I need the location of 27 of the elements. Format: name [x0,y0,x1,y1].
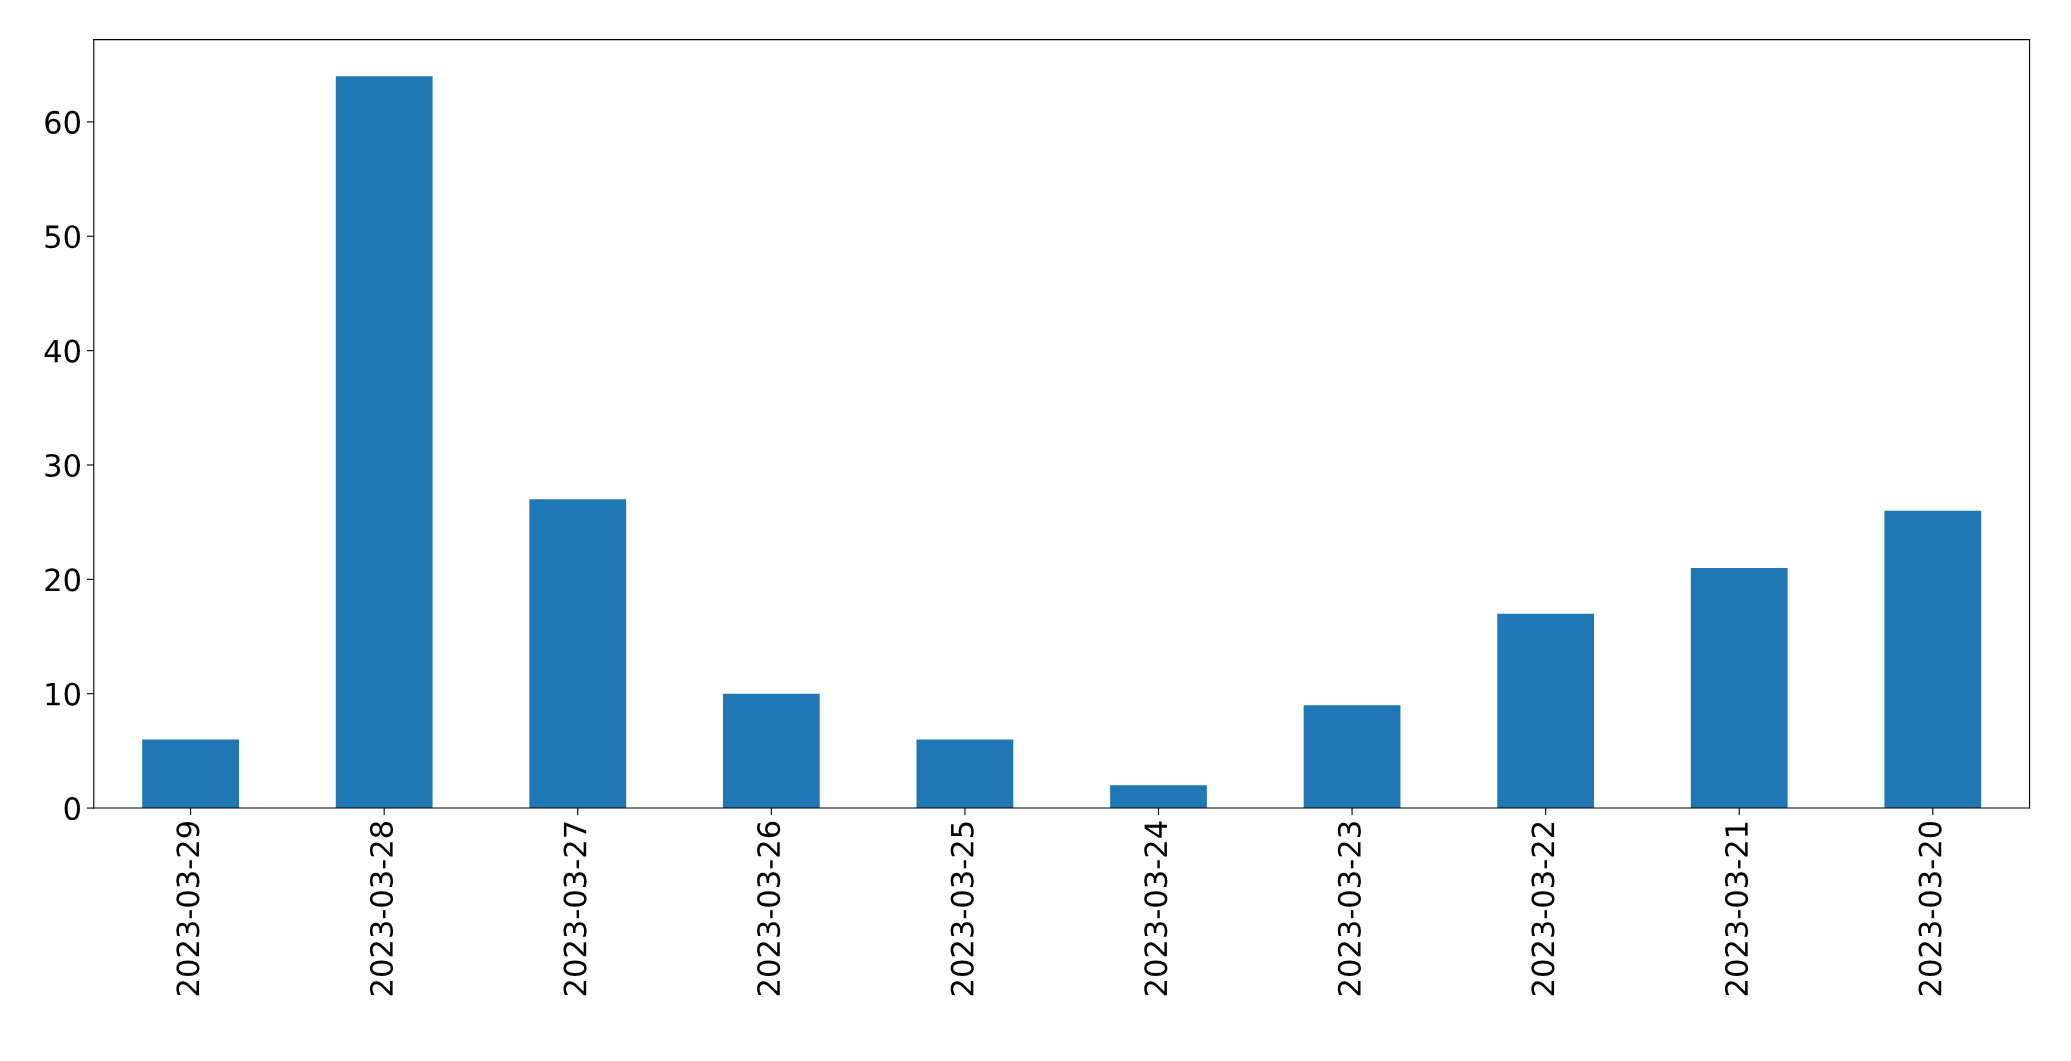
bar [1690,567,1788,809]
bar [916,739,1014,809]
y-tick-label: 50 [45,225,80,249]
bar [1497,613,1595,809]
y-tick-label: 60 [45,110,80,134]
bar [529,499,627,809]
x-tick-label: 2023-03-29 [176,822,200,996]
x-tick-label: 2023-03-21 [1724,822,1749,996]
bar [1110,785,1207,809]
y-tick-label: 0 [64,796,80,821]
y-tick-label: 40 [44,339,80,363]
x-tick-label: 2023-03-22 [1531,822,1555,996]
x-tick-label: 2023-03-28 [369,821,394,996]
bar [142,739,239,809]
x-tick-label: 2023-03-23 [1337,822,1361,996]
x-tick-label: 2023-03-26 [757,821,781,996]
x-tick-label: 2023-03-25 [950,822,974,996]
x-tick-label: 2023-03-27 [563,822,587,996]
y-tick-label: 10 [46,682,80,706]
y-tick-label: 20 [45,568,80,592]
x-tick-label: 2023-03-24 [1144,821,1168,996]
bar [335,76,433,809]
bar [722,693,820,809]
bar [1303,705,1401,809]
y-tick-label: 30 [45,453,80,478]
bar [1884,510,1982,809]
x-tick-label: 2023-03-20 [1918,821,1942,996]
